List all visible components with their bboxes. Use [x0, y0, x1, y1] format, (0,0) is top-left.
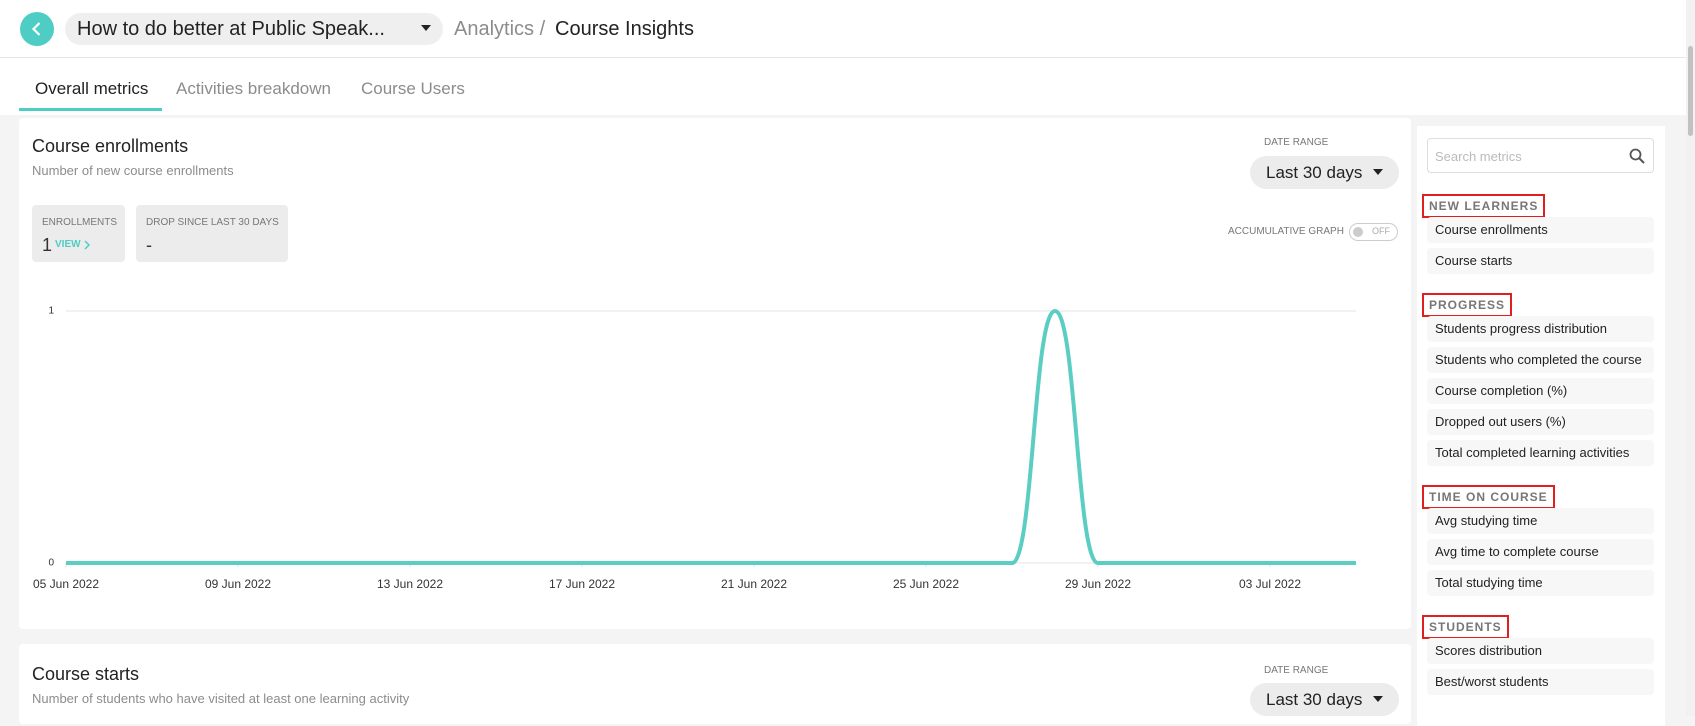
active-tab-indicator [19, 108, 162, 111]
tab[interactable]: Activities breakdown [176, 79, 331, 98]
date-range-select[interactable] [1250, 683, 1399, 716]
stat-value: 1 [42, 235, 53, 255]
metric-item[interactable]: Course completion (%) [1427, 378, 1654, 404]
x-tick-label: 09 Jun 2022 [205, 577, 271, 591]
x-tick-label: 03 Jul 2022 [1239, 577, 1301, 591]
course-selector[interactable] [65, 13, 443, 45]
chart: 0 1 05 Jun 2022 09 Jun 2022 13 Jun 2022 17 Ju… [33, 306, 1356, 591]
metric-item[interactable]: Total studying time [1427, 570, 1654, 596]
y-tick-label: 0 [48, 558, 54, 569]
card-subtitle: Number of new course enrollments [32, 163, 234, 178]
scrollbar [1686, 0, 1695, 716]
search-placeholder: Search metrics [1435, 149, 1522, 164]
date-range-value: Last 30 days [1266, 690, 1363, 709]
stat-label: ENROLLMENTS [42, 217, 118, 228]
x-tick-label: 17 Jun 2022 [549, 577, 615, 591]
card-title: Course starts [32, 664, 140, 684]
toggle-knob [1353, 227, 1363, 237]
date-range-label: DATE RANGE [1264, 665, 1329, 676]
date-range-select[interactable] [1250, 156, 1399, 189]
card-subtitle: Number of students who have visited at l… [32, 691, 410, 706]
x-tick-label: 29 Jun 2022 [1065, 577, 1131, 591]
x-tick-label: 05 Jun 2022 [33, 577, 99, 591]
toggle-label: ACCUMULATIVE GRAPH [1228, 226, 1344, 237]
breadcrumb-parent[interactable]: Analytics / [454, 18, 546, 40]
header-divider [0, 57, 1686, 58]
metric-item[interactable]: Course enrollments [1427, 217, 1654, 243]
x-tick-label: 21 Jun 2022 [721, 577, 787, 591]
stat-box [32, 205, 125, 262]
scrollbar-thumb[interactable] [1688, 46, 1693, 136]
dropdown-arrow [421, 25, 431, 31]
data-line [65, 309, 1356, 565]
stat-box [136, 205, 288, 262]
view-link[interactable]: VIEW [55, 239, 81, 250]
x-tick-label: 25 Jun 2022 [893, 577, 959, 591]
metric-item[interactable]: Dropped out users (%) [1427, 409, 1654, 435]
tab[interactable]: Course Users [361, 79, 465, 98]
course-title: How to do better at Public Speak... [77, 18, 385, 40]
group-heading: NEW LEARNERS [1422, 194, 1546, 218]
metric-item[interactable]: Best/worst students [1427, 669, 1654, 695]
stat-value: - [146, 235, 152, 255]
stat-label: DROP SINCE LAST 30 DAYS [146, 217, 279, 228]
chevron [84, 240, 90, 250]
metric-item[interactable]: Avg studying time [1427, 508, 1654, 534]
metric-item[interactable]: Avg time to complete course [1427, 539, 1654, 565]
metric-item[interactable]: Total completed learning activities [1427, 440, 1654, 466]
group-heading: PROGRESS [1422, 293, 1513, 317]
dropdown-arrow [1373, 696, 1383, 702]
metric-item[interactable]: Course starts [1427, 248, 1654, 274]
card [19, 118, 1411, 629]
date-range-value: Last 30 days [1266, 163, 1363, 182]
card-title: Course enrollments [32, 136, 189, 156]
toggle-state: OFF [1372, 226, 1390, 236]
back-button[interactable] [20, 12, 54, 46]
card [19, 644, 1411, 724]
search-icon [1629, 148, 1645, 164]
breadcrumb-current: Course Insights [555, 18, 694, 40]
metric-item[interactable]: Students who completed the course [1427, 347, 1654, 373]
tab[interactable]: Overall metrics [35, 79, 149, 98]
x-tick-label: 13 Jun 2022 [377, 577, 443, 591]
group-heading: TIME ON COURSE [1422, 485, 1555, 509]
metric-item[interactable]: Students progress distribution [1427, 316, 1654, 342]
toggle[interactable] [1349, 223, 1398, 241]
y-tick-label: 1 [48, 306, 54, 317]
dropdown-arrow [1373, 169, 1383, 175]
metric-item[interactable]: Scores distribution [1427, 638, 1654, 664]
search-input[interactable] [1427, 138, 1654, 173]
group-heading: STUDENTS [1422, 615, 1509, 639]
date-range-label: DATE RANGE [1264, 137, 1329, 148]
